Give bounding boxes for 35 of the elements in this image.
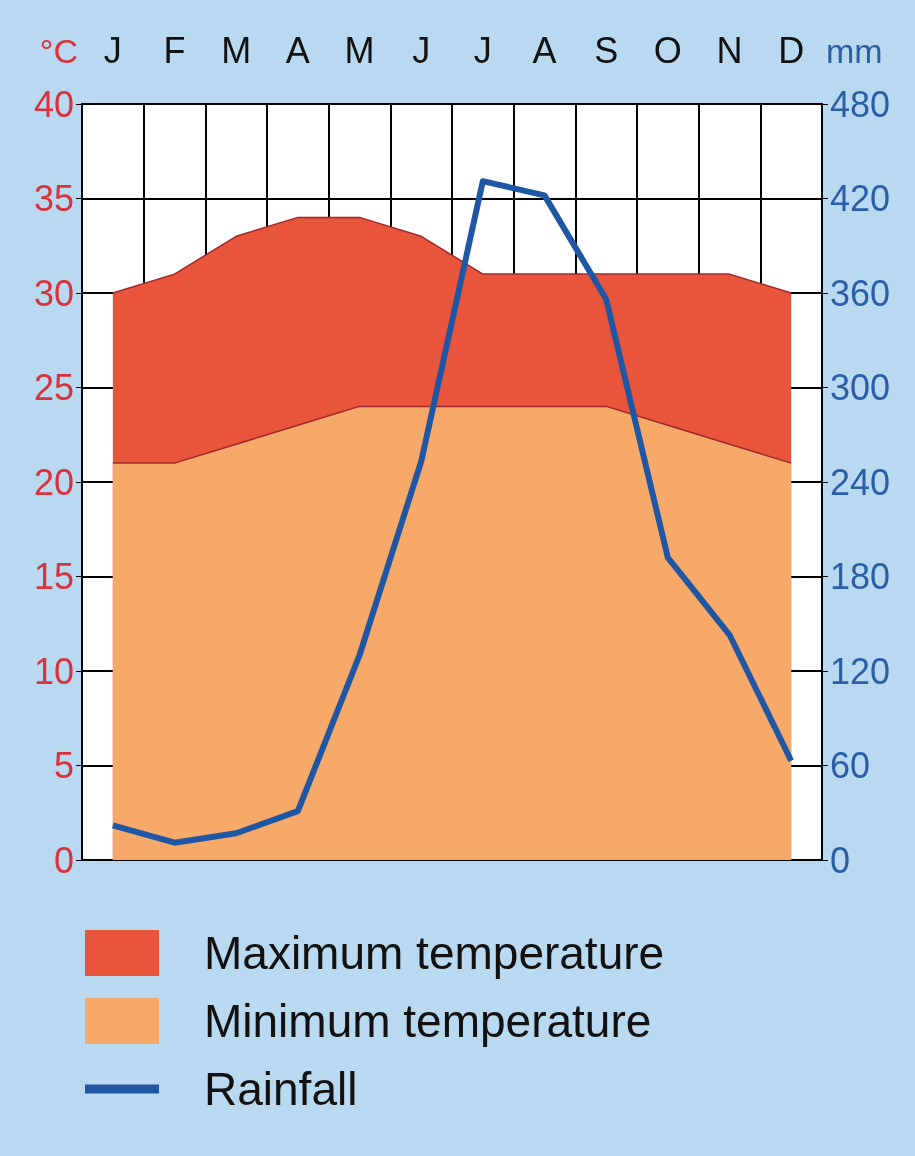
y2-tick-label: 480: [830, 83, 891, 125]
y-axis-title: °C: [39, 32, 78, 70]
y2-tick-label: 180: [830, 556, 891, 597]
y2-tick-label: 0: [830, 839, 851, 881]
y2-tick-label: 60: [830, 745, 871, 786]
y-tick-label: 0: [53, 839, 74, 881]
y-tick-label: 35: [33, 178, 74, 219]
y-tick-label: 25: [33, 367, 74, 408]
legend-label: Rainfall: [204, 1063, 358, 1115]
x-tick-label: A: [285, 29, 310, 71]
y-tick-label: 30: [33, 272, 74, 314]
y2-tick-label: 240: [830, 461, 891, 503]
legend-label: Maximum temperature: [204, 927, 665, 979]
x-tick-label: A: [532, 29, 557, 71]
x-tick-label: J: [412, 29, 431, 71]
x-tick-label: O: [653, 29, 682, 71]
x-tick-label: J: [473, 29, 492, 71]
x-tick-label: M: [221, 29, 252, 71]
x-tick-label: M: [344, 29, 375, 71]
x-tick-label: F: [163, 29, 186, 71]
y-tick-label: 40: [33, 83, 74, 125]
legend-label: Minimum temperature: [204, 995, 652, 1047]
x-tick-label: S: [594, 29, 619, 71]
x-tick-label: J: [103, 29, 122, 71]
y-tick-label: 10: [33, 650, 74, 692]
x-tick-label: N: [716, 29, 743, 71]
y2-tick-label: 360: [830, 272, 891, 314]
y-tick-label: 5: [53, 745, 74, 786]
y2-tick-label: 420: [830, 178, 891, 219]
y2-axis-title: mm: [826, 32, 883, 70]
y-tick-label: 15: [33, 556, 74, 597]
y2-tick-label: 300: [830, 367, 891, 408]
y-tick-label: 20: [33, 461, 74, 503]
x-tick-label: D: [778, 29, 805, 71]
y2-tick-label: 120: [830, 650, 891, 692]
